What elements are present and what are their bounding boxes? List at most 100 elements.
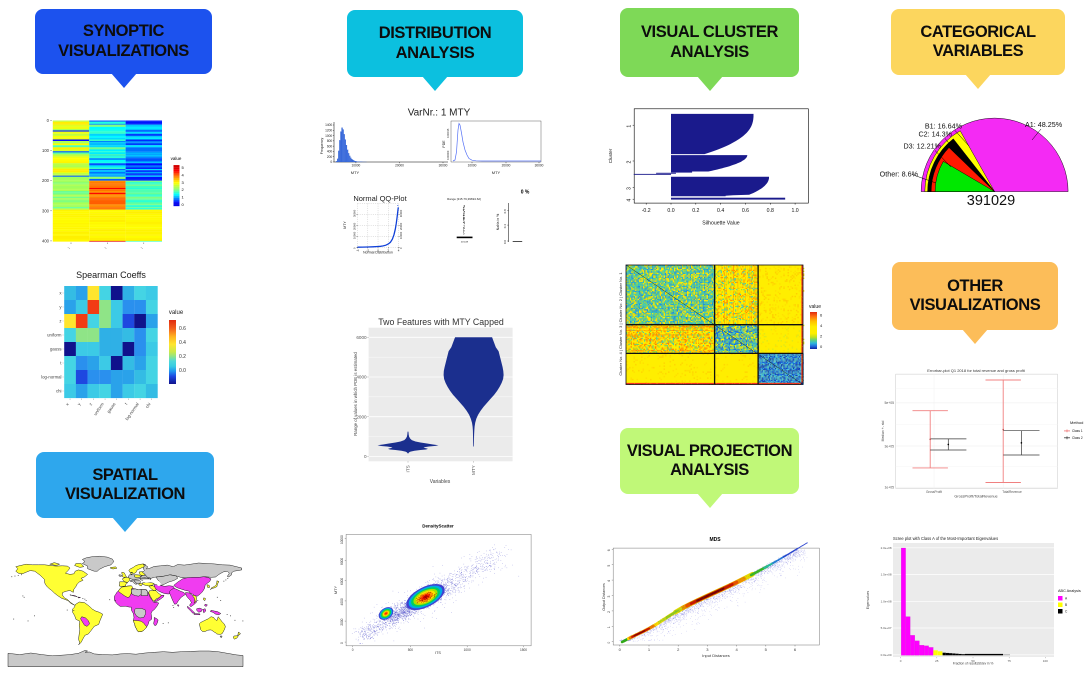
svg-text:2000: 2000 bbox=[356, 414, 367, 419]
svg-text:30000: 30000 bbox=[399, 209, 403, 217]
svg-text:i: i bbox=[104, 246, 108, 249]
svg-text:5: 5 bbox=[182, 165, 185, 170]
svg-text:PDE: PDE bbox=[442, 140, 446, 148]
svg-text:30000: 30000 bbox=[439, 164, 448, 168]
svg-text:400: 400 bbox=[42, 238, 50, 243]
svg-text:500: 500 bbox=[408, 648, 414, 652]
svg-text:0.6: 0.6 bbox=[179, 326, 186, 332]
svg-text:Range of values in which PDE i: Range of values in which PDE is estimate… bbox=[353, 352, 358, 436]
svg-text:20000: 20000 bbox=[502, 164, 511, 168]
svg-text:0: 0 bbox=[330, 160, 332, 164]
svg-text:MTY: MTY bbox=[492, 170, 501, 175]
svg-text:200: 200 bbox=[327, 155, 333, 159]
svg-text:gauss: gauss bbox=[106, 402, 117, 414]
svg-text:0: 0 bbox=[352, 648, 354, 652]
svg-text:0.6: 0.6 bbox=[742, 208, 749, 214]
svg-text:Two Features with MTY Capped: Two Features with MTY Capped bbox=[378, 317, 504, 327]
svg-text:-2: -2 bbox=[366, 248, 369, 252]
svg-text:1400: 1400 bbox=[325, 123, 332, 127]
svg-text:1000: 1000 bbox=[325, 134, 332, 138]
svg-text:MTY: MTY bbox=[343, 221, 347, 229]
svg-text:uniform: uniform bbox=[93, 401, 106, 416]
svg-text:-0.2: -0.2 bbox=[642, 208, 651, 214]
svg-text:0.0: 0.0 bbox=[503, 240, 507, 245]
svg-text:value: value bbox=[171, 156, 182, 161]
svg-text:0.0: 0.0 bbox=[179, 368, 186, 374]
svg-text:10000: 10000 bbox=[468, 164, 477, 168]
svg-text:ITS: ITS bbox=[435, 651, 441, 655]
svg-text:0: 0 bbox=[182, 202, 185, 207]
svg-text:0.8: 0.8 bbox=[503, 209, 507, 214]
svg-text:log-normal: log-normal bbox=[41, 375, 61, 380]
svg-text:0.0: 0.0 bbox=[667, 208, 674, 214]
svg-text:800: 800 bbox=[327, 139, 333, 143]
svg-text:value: value bbox=[169, 310, 184, 316]
svg-text:uniform: uniform bbox=[47, 333, 62, 338]
svg-text:1200: 1200 bbox=[325, 128, 332, 132]
svg-text:2: 2 bbox=[182, 187, 185, 192]
svg-text:0.4: 0.4 bbox=[179, 340, 186, 346]
svg-text:Spearman Coeffs: Spearman Coeffs bbox=[76, 270, 146, 280]
svg-text:415049: 415049 bbox=[461, 242, 469, 244]
svg-text:1: 1 bbox=[627, 125, 633, 128]
svg-text:2: 2 bbox=[387, 248, 389, 252]
svg-text:30000: 30000 bbox=[353, 209, 357, 217]
svg-text:4000: 4000 bbox=[340, 598, 344, 605]
svg-text:300: 300 bbox=[42, 208, 50, 213]
svg-text:200: 200 bbox=[42, 178, 50, 183]
svg-text:VarNr.: 1 MTY: VarNr.: 1 MTY bbox=[408, 108, 471, 119]
svg-text:Range [315.79,39694.62]: Range [315.79,39694.62] bbox=[447, 197, 481, 201]
svg-text:chi: chi bbox=[56, 389, 62, 394]
svg-text:chi: chi bbox=[144, 402, 151, 409]
svg-text:30000: 30000 bbox=[535, 164, 544, 168]
svg-text:0.00015: 0.00015 bbox=[446, 128, 450, 138]
svg-text:6000: 6000 bbox=[340, 578, 344, 585]
svg-text:4: 4 bbox=[182, 172, 185, 177]
svg-text:i: i bbox=[140, 246, 144, 249]
svg-text:NaNs in %: NaNs in % bbox=[496, 214, 500, 231]
svg-text:400: 400 bbox=[327, 150, 333, 154]
svg-text:MTY: MTY bbox=[351, 170, 360, 175]
svg-text:z: z bbox=[59, 319, 61, 324]
svg-text:0.4: 0.4 bbox=[503, 224, 507, 229]
svg-text:Cluster: Cluster bbox=[608, 148, 613, 163]
svg-text:gauss: gauss bbox=[50, 347, 61, 352]
svg-text:Frequency: Frequency bbox=[320, 137, 324, 154]
svg-text:x: x bbox=[65, 401, 71, 406]
svg-text:3: 3 bbox=[627, 187, 633, 190]
svg-text:0: 0 bbox=[47, 118, 50, 123]
svg-text:DensityScatter: DensityScatter bbox=[422, 524, 454, 529]
svg-text:100: 100 bbox=[42, 148, 50, 153]
svg-text:1500: 1500 bbox=[520, 648, 527, 652]
svg-text:2: 2 bbox=[627, 160, 633, 163]
svg-text:Normal QQ-Plot: Normal QQ-Plot bbox=[353, 194, 407, 203]
svg-text:8000: 8000 bbox=[340, 558, 344, 565]
svg-text:Silhouette Value: Silhouette Value bbox=[702, 221, 740, 227]
svg-text:MTY: MTY bbox=[334, 586, 338, 594]
svg-text:Normal Distribution: Normal Distribution bbox=[363, 251, 393, 255]
svg-text:-4: -4 bbox=[356, 248, 359, 252]
svg-text:0.2: 0.2 bbox=[692, 208, 699, 214]
svg-text:20000: 20000 bbox=[353, 222, 357, 230]
svg-text:10000: 10000 bbox=[340, 535, 344, 544]
svg-text:t: t bbox=[60, 361, 62, 366]
svg-text:4000: 4000 bbox=[356, 375, 367, 380]
svg-text:4: 4 bbox=[398, 248, 400, 252]
svg-text:20000: 20000 bbox=[395, 164, 404, 168]
svg-text:4: 4 bbox=[627, 199, 633, 202]
svg-text:ITS: ITS bbox=[406, 465, 411, 472]
svg-text:t: t bbox=[123, 401, 128, 406]
svg-text:MTY: MTY bbox=[471, 465, 476, 475]
svg-text:0.00000: 0.00000 bbox=[446, 150, 450, 160]
svg-text:0.8: 0.8 bbox=[767, 208, 774, 214]
svg-text:0: 0 bbox=[399, 247, 403, 249]
svg-text:1: 1 bbox=[182, 195, 185, 200]
svg-text:3: 3 bbox=[182, 180, 185, 185]
svg-text:0.2: 0.2 bbox=[179, 354, 186, 360]
svg-text:10000: 10000 bbox=[353, 231, 357, 239]
svg-text:1.0: 1.0 bbox=[791, 208, 798, 214]
svg-text:z: z bbox=[88, 402, 93, 407]
svg-text:2000: 2000 bbox=[340, 618, 344, 625]
svg-text:0: 0 bbox=[340, 642, 344, 644]
svg-text:0 %: 0 % bbox=[521, 190, 530, 196]
